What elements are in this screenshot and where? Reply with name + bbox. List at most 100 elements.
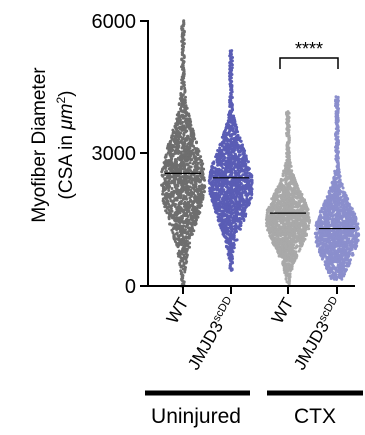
data-point <box>179 131 183 135</box>
data-point <box>189 194 193 198</box>
data-point <box>163 196 167 200</box>
swarm-layer <box>160 19 361 288</box>
data-point <box>185 117 189 121</box>
data-point <box>168 139 172 143</box>
data-point <box>163 179 167 183</box>
data-point <box>168 222 172 226</box>
data-point <box>224 244 228 248</box>
data-point <box>175 216 179 219</box>
data-point <box>231 242 235 246</box>
data-point <box>243 154 247 158</box>
data-point <box>210 164 214 168</box>
data-point <box>195 140 198 144</box>
data-point <box>182 98 186 102</box>
data-point <box>184 185 188 189</box>
data-point <box>250 178 254 182</box>
data-point <box>337 247 340 251</box>
data-point <box>173 190 177 194</box>
data-point <box>191 148 195 152</box>
data-point <box>188 241 192 245</box>
data-point <box>180 57 184 61</box>
data-point <box>174 183 178 187</box>
data-point <box>196 192 200 196</box>
data-point <box>185 260 189 264</box>
data-point <box>164 159 168 163</box>
data-point <box>267 205 271 209</box>
data-point <box>183 200 187 204</box>
data-point <box>176 252 180 255</box>
data-point <box>164 192 168 196</box>
data-point <box>180 199 183 203</box>
data-point <box>169 199 173 203</box>
data-point <box>182 29 186 33</box>
data-point <box>183 86 187 90</box>
data-point <box>166 151 170 155</box>
data-point <box>170 134 174 138</box>
data-point <box>334 266 338 270</box>
data-point <box>164 153 168 157</box>
data-point <box>189 212 193 215</box>
data-point <box>199 155 203 159</box>
data-point <box>176 218 180 222</box>
data-point <box>182 224 186 228</box>
data-point <box>198 187 202 191</box>
data-point <box>224 185 228 189</box>
data-point <box>189 221 193 225</box>
data-point <box>195 147 199 151</box>
data-point <box>250 190 254 194</box>
data-point <box>349 258 352 262</box>
data-point <box>295 244 299 248</box>
data-point <box>196 209 200 213</box>
data-point <box>298 247 302 251</box>
data-point <box>193 168 197 172</box>
data-point <box>162 182 166 185</box>
data-point <box>202 190 206 193</box>
data-point <box>181 137 184 140</box>
data-point <box>238 153 242 157</box>
data-point <box>177 149 181 153</box>
data-point <box>225 142 229 146</box>
data-point <box>351 251 354 255</box>
data-point <box>177 249 181 253</box>
data-point <box>171 143 175 147</box>
data-point <box>184 266 187 269</box>
data-point <box>171 231 175 235</box>
data-point <box>171 201 175 205</box>
data-point <box>182 194 186 198</box>
data-point <box>274 214 278 218</box>
data-point <box>182 170 186 174</box>
data-point <box>178 224 182 228</box>
data-point <box>190 181 194 185</box>
data-point <box>284 277 288 280</box>
data-point <box>200 183 204 187</box>
data-point <box>231 127 235 131</box>
data-point <box>181 124 185 128</box>
data-point <box>171 227 175 230</box>
data-point <box>184 104 188 108</box>
data-point <box>179 118 182 122</box>
data-point <box>180 139 183 143</box>
data-point <box>179 150 183 154</box>
data-point <box>164 209 168 213</box>
data-point <box>249 196 253 200</box>
data-point <box>191 186 194 190</box>
data-point <box>188 161 192 165</box>
data-point <box>179 92 183 95</box>
data-point <box>200 162 204 166</box>
data-point <box>187 112 191 116</box>
data-point <box>216 149 220 152</box>
data-point <box>241 143 244 147</box>
data-point <box>177 216 181 220</box>
data-point <box>185 217 189 221</box>
data-point <box>218 146 222 150</box>
data-point <box>182 19 186 23</box>
data-point <box>180 113 184 117</box>
data-point <box>208 186 211 190</box>
data-point <box>161 192 165 196</box>
data-point <box>184 239 188 243</box>
data-point <box>295 208 299 212</box>
data-point <box>177 110 181 114</box>
data-point <box>187 185 191 189</box>
data-point <box>186 226 190 230</box>
